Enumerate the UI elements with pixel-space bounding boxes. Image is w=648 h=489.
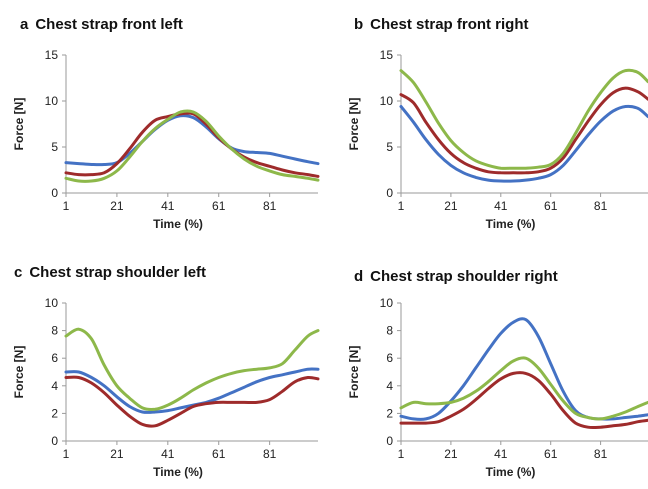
y-tick-label: 5 — [51, 140, 58, 154]
y-tick-label: 6 — [386, 351, 393, 365]
chart-title: b Chest strap front right — [354, 16, 529, 33]
x-axis-title: Time (%) — [153, 217, 203, 231]
series-line-green — [66, 329, 318, 409]
chart-panel-c: c Chest strap shoulder left 0 2 4 6 8 10 1 21 41 61… — [12, 264, 318, 479]
series-line-blue — [66, 116, 318, 165]
y-tick-label: 15 — [380, 48, 394, 62]
x-tick-label: 21 — [444, 447, 458, 461]
x-tick-label: 41 — [161, 447, 175, 461]
y-tick-label: 10 — [380, 94, 394, 108]
y-tick-label: 4 — [51, 379, 58, 393]
y-tick-label: 0 — [386, 434, 393, 448]
panel-title-text: Chest strap shoulder right — [370, 268, 558, 285]
y-tick-label: 2 — [386, 406, 393, 420]
x-tick-label: 21 — [110, 447, 124, 461]
x-tick-label: 41 — [494, 447, 508, 461]
y-tick-label: 10 — [45, 296, 59, 310]
chart-panel-b: b Chest strap front right 0 5 10 15 1 21 41 61 81 T… — [347, 16, 648, 231]
y-tick-label: 0 — [51, 434, 58, 448]
y-tick-label: 2 — [51, 406, 58, 420]
x-tick-label: 21 — [444, 199, 458, 213]
x-tick-label: 81 — [263, 447, 277, 461]
panel-title-text: Chest strap front left — [35, 16, 183, 33]
x-tick-label: 21 — [110, 199, 124, 213]
series-line-green — [401, 358, 648, 419]
x-tick-label: 81 — [594, 199, 608, 213]
x-tick-label: 1 — [398, 447, 405, 461]
x-tick-label: 61 — [544, 199, 558, 213]
x-axis-title: Time (%) — [153, 465, 203, 479]
y-tick-label: 8 — [51, 324, 58, 338]
x-tick-label: 81 — [263, 199, 277, 213]
y-tick-label: 10 — [380, 296, 394, 310]
y-axis-title: Force [N] — [347, 346, 361, 399]
x-tick-label: 1 — [63, 447, 70, 461]
y-axis-title: Force [N] — [347, 98, 361, 151]
y-tick-label: 0 — [386, 186, 393, 200]
chart-title: d Chest strap shoulder right — [354, 268, 558, 285]
panel-letter: c — [14, 264, 22, 281]
panel-letter: b — [354, 16, 363, 33]
series-line-blue — [401, 106, 648, 181]
y-tick-label: 6 — [51, 351, 58, 365]
series-line-red — [401, 88, 648, 173]
y-axis-title: Force [N] — [12, 98, 26, 151]
panel-title-text: Chest strap front right — [370, 16, 528, 33]
x-axis-title: Time (%) — [486, 217, 536, 231]
x-tick-label: 1 — [63, 199, 70, 213]
x-tick-label: 81 — [594, 447, 608, 461]
y-tick-label: 4 — [386, 379, 393, 393]
y-tick-label: 10 — [45, 94, 59, 108]
y-tick-label: 0 — [51, 186, 58, 200]
x-tick-label: 61 — [544, 447, 558, 461]
chart-panel-d: d Chest strap shoulder right 0 2 4 6 8 10 1 21 41 6… — [347, 268, 648, 479]
panel-letter: d — [354, 268, 363, 285]
chart-title: c Chest strap shoulder left — [14, 264, 206, 281]
y-tick-label: 8 — [386, 324, 393, 338]
y-tick-label: 5 — [386, 140, 393, 154]
series-line-red — [66, 113, 318, 176]
x-tick-label: 1 — [398, 199, 405, 213]
x-axis-title: Time (%) — [486, 465, 536, 479]
chart-title: a Chest strap front left — [20, 16, 183, 33]
x-tick-label: 61 — [212, 447, 226, 461]
chart-panel-a: a Chest strap front left 0 5 10 15 1 21 41 61 81 Ti… — [12, 16, 318, 231]
panel-letter: a — [20, 16, 29, 33]
x-tick-label: 41 — [161, 199, 175, 213]
x-tick-label: 61 — [212, 199, 226, 213]
y-axis-title: Force [N] — [12, 346, 26, 399]
y-tick-label: 15 — [45, 48, 59, 62]
x-tick-label: 41 — [494, 199, 508, 213]
panel-title-text: Chest strap shoulder left — [29, 264, 206, 281]
